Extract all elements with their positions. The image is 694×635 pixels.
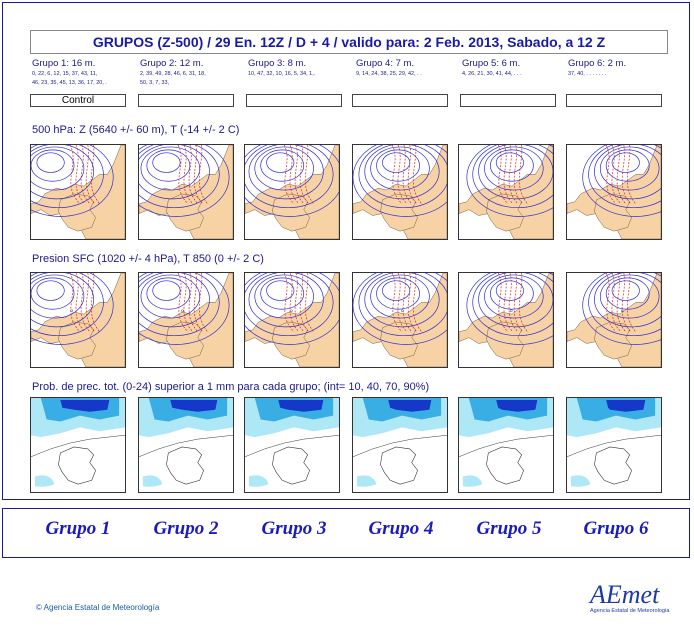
group-4-title: Grupo 4: 7 m. bbox=[356, 58, 415, 69]
group-1-members: 0, 22, 6, 12, 15, 37, 43, 11, bbox=[32, 71, 98, 77]
slp-map-group-3[interactable]: o bbox=[244, 272, 340, 368]
group-label-bar bbox=[2, 508, 690, 558]
z500-section-title: 500 hPa: Z (5640 +/- 60 m), T (-14 +/- 2… bbox=[32, 124, 240, 136]
prec-map-group-6[interactable] bbox=[566, 397, 662, 493]
z500-map-group-6[interactable] bbox=[566, 144, 662, 240]
svg-text:o: o bbox=[181, 309, 184, 314]
group-2-members-2: 50, 3, 7, 33, bbox=[140, 80, 170, 86]
group-label-2[interactable]: Grupo 2 bbox=[153, 518, 219, 539]
group-label-1[interactable]: Grupo 1 bbox=[45, 518, 111, 539]
group-5-members: 4, 26, 21, 30, 41, 44, . . . bbox=[462, 71, 522, 77]
aemet-logo: AEmet Agencia Estatal de Meteorología bbox=[590, 580, 670, 622]
svg-text:o: o bbox=[401, 309, 404, 314]
prec-map-group-1[interactable] bbox=[30, 397, 126, 493]
group-6-title: Grupo 6: 2 m. bbox=[568, 58, 627, 69]
slp-map-group-4[interactable]: o bbox=[352, 272, 448, 368]
prec-map-group-3[interactable] bbox=[244, 397, 340, 493]
slp-section-title: Presion SFC (1020 +/- 4 hPa), T 850 (0 +… bbox=[32, 253, 264, 265]
group-5-control-box[interactable] bbox=[460, 94, 556, 107]
slp-map-group-6[interactable]: o bbox=[566, 272, 662, 368]
svg-text:o: o bbox=[510, 309, 513, 314]
precip-section-title: Prob. de prec. tot. (0-24) superior a 1 … bbox=[32, 381, 430, 393]
group-4-control-box[interactable] bbox=[352, 94, 448, 107]
aemet-logo-subtitle: Agencia Estatal de Meteorología bbox=[590, 608, 670, 614]
slp-map-group-1[interactable]: o bbox=[30, 272, 126, 368]
prec-map-group-5[interactable] bbox=[458, 397, 554, 493]
group-2-control-box[interactable] bbox=[138, 94, 234, 107]
z500-map-group-3[interactable] bbox=[244, 144, 340, 240]
prec-map-group-2[interactable] bbox=[138, 397, 234, 493]
slp-map-group-5[interactable]: o bbox=[458, 272, 554, 368]
group-4-header: Grupo 4: 7 m. 9, 14, 24, 38, 25, 29, 42,… bbox=[356, 58, 456, 78]
group-label-5[interactable]: Grupo 5 bbox=[476, 518, 542, 539]
prec-map-group-4[interactable] bbox=[352, 397, 448, 493]
group-label-4[interactable]: Grupo 4 bbox=[368, 518, 434, 539]
group-5-header: Grupo 5: 6 m. 4, 26, 21, 30, 41, 44, . .… bbox=[462, 58, 562, 78]
group-5-title: Grupo 5: 6 m. bbox=[462, 58, 521, 69]
group-label-3[interactable]: Grupo 3 bbox=[261, 518, 327, 539]
group-4-members: 9, 14, 24, 38, 25, 29, 42, . . bbox=[356, 71, 422, 77]
svg-text:o: o bbox=[70, 309, 73, 314]
group-6-header: Grupo 6: 2 m. 37, 40, . . . . . . . bbox=[568, 58, 668, 78]
group-6-control-box[interactable] bbox=[566, 94, 662, 107]
group-2-members: 2, 39, 49, 28, 46, 6, 31, 18, bbox=[140, 71, 206, 77]
group-2-title: Grupo 2: 12 m. bbox=[140, 58, 204, 69]
z500-map-group-5[interactable] bbox=[458, 144, 554, 240]
slp-map-group-2[interactable]: o bbox=[138, 272, 234, 368]
group-6-members: 37, 40, . . . . . . . bbox=[568, 71, 607, 77]
group-3-title: Grupo 3: 8 m. bbox=[248, 58, 307, 69]
main-panel bbox=[2, 2, 690, 500]
group-3-members: 10, 47, 32, 10, 16, 5, 34, 1,. bbox=[248, 71, 316, 77]
z500-map-group-1[interactable] bbox=[30, 144, 126, 240]
group-3-control-box[interactable] bbox=[246, 94, 342, 107]
group-1-members-2: 46, 23, 35, 45, 13, 36, 17, 20, . bbox=[32, 80, 107, 86]
svg-text:o: o bbox=[290, 309, 293, 314]
page-title: GRUPOS (Z-500) / 29 En. 12Z / D + 4 / va… bbox=[30, 30, 668, 54]
group-1-title: Grupo 1: 16 m. bbox=[32, 58, 96, 69]
group-2-header: Grupo 2: 12 m. 2, 39, 49, 28, 46, 6, 31,… bbox=[140, 58, 240, 87]
z500-map-group-2[interactable] bbox=[138, 144, 234, 240]
group-3-header: Grupo 3: 8 m. 10, 47, 32, 10, 16, 5, 34,… bbox=[248, 58, 348, 78]
z500-map-group-4[interactable] bbox=[352, 144, 448, 240]
group-1-header: Grupo 1: 16 m. 0, 22, 6, 12, 15, 37, 43,… bbox=[32, 58, 132, 87]
group-1-control-box[interactable]: Control bbox=[30, 94, 126, 107]
group-label-6[interactable]: Grupo 6 bbox=[583, 518, 649, 539]
copyright-text: © Agencia Estatal de Meteorología bbox=[36, 603, 160, 612]
aemet-logo-brand: AEmet bbox=[590, 580, 660, 609]
svg-text:o: o bbox=[621, 309, 624, 314]
